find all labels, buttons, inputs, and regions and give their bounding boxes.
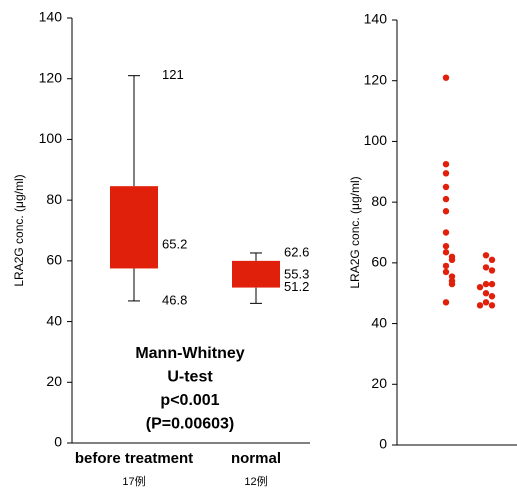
dot (442, 299, 450, 306)
dot (442, 74, 450, 81)
dot (442, 160, 450, 168)
value-label: 65.2 (162, 237, 187, 252)
y-tick-label: 0 (54, 434, 62, 450)
dot (488, 302, 496, 309)
y-axis-label: LRA2G conc. (μg/ml) (348, 176, 362, 288)
dot (442, 183, 450, 191)
x-tick-label: before treatment (75, 450, 193, 467)
annotation: Mann-Whitney (135, 345, 244, 362)
dot (442, 195, 450, 203)
value-label: 55.3 (284, 267, 309, 282)
dot (488, 293, 496, 300)
dot (442, 262, 450, 270)
value-label: 51.2 (284, 279, 309, 294)
box (232, 260, 280, 288)
y-tick-label: 100 (364, 132, 388, 148)
x-sublabel: 12例 (244, 474, 267, 488)
box (110, 186, 158, 269)
y-tick-label: 40 (46, 312, 62, 328)
dot (488, 256, 496, 264)
annotation: U-test (167, 369, 213, 386)
y-tick-label: 80 (371, 193, 387, 209)
dot (448, 273, 456, 280)
dot (482, 252, 490, 259)
dot (476, 283, 484, 291)
dot (442, 268, 450, 276)
dot (442, 208, 450, 215)
y-tick-label: 40 (371, 314, 387, 330)
dot (476, 302, 484, 309)
dot (448, 280, 456, 288)
dot (482, 264, 490, 271)
dot (442, 242, 450, 250)
y-tick-label: 60 (46, 252, 62, 268)
y-tick-label: 60 (371, 254, 387, 270)
value-label: 62.6 (284, 244, 309, 259)
y-tick-label: 20 (46, 373, 62, 389)
dot (442, 249, 450, 256)
dot (482, 299, 490, 306)
value-label: 121 (162, 67, 184, 82)
x-sublabel: 17例 (122, 474, 145, 488)
y-tick-label: 0 (379, 436, 387, 452)
dot (488, 267, 496, 274)
y-tick-label: 100 (39, 130, 63, 146)
y-tick-label: 120 (39, 69, 63, 85)
value-label: 46.8 (162, 292, 187, 307)
y-tick-label: 140 (39, 9, 63, 25)
dot (482, 290, 490, 297)
y-tick-label: 120 (364, 71, 388, 87)
dot (488, 280, 496, 288)
annotation: p<0.001 (160, 392, 219, 409)
annotation: (P=0.00603) (146, 416, 235, 433)
y-tick-label: 20 (371, 375, 387, 391)
dot (442, 170, 450, 177)
dot (482, 280, 490, 288)
y-tick-label: 140 (364, 11, 388, 27)
y-axis-label: LRA2G conc. (μg/ml) (12, 174, 26, 286)
dot (448, 256, 456, 264)
x-tick-label: normal (231, 450, 281, 467)
dot (442, 229, 450, 236)
y-tick-label: 80 (46, 191, 62, 207)
